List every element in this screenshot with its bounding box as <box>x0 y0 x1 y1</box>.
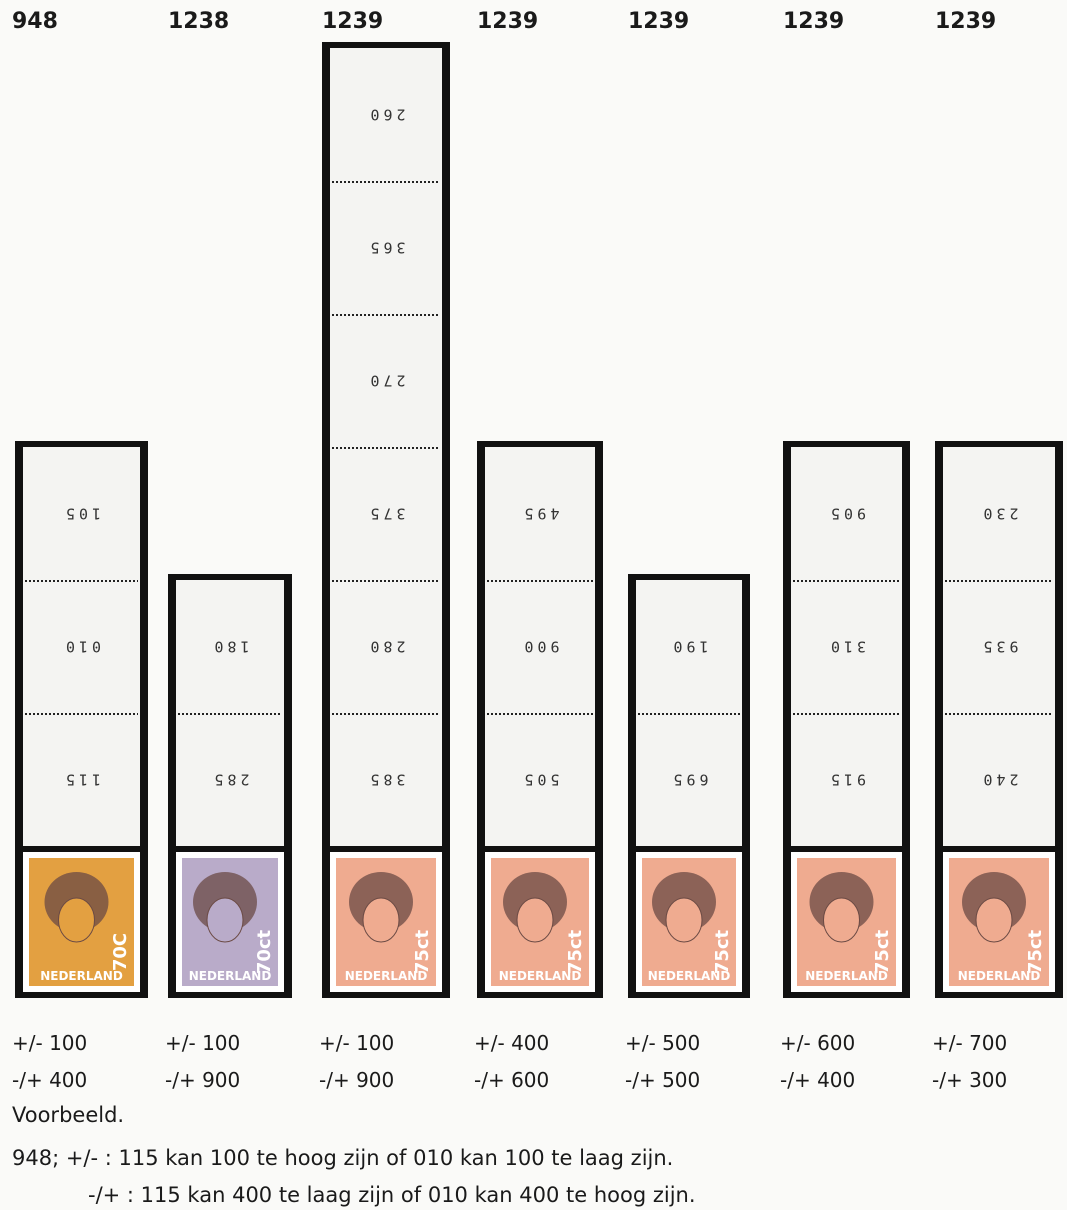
note: +/- 100 <box>12 1031 87 1055</box>
portrait-face <box>206 897 244 943</box>
strip-segment <box>943 580 1055 713</box>
strip-segment <box>791 580 902 713</box>
strip-segment <box>943 447 1055 580</box>
catalog-number: 1238 <box>168 9 229 34</box>
control-number: 230 <box>979 505 1018 523</box>
note: +/- 100 <box>319 1031 394 1055</box>
control-number: 385 <box>366 771 405 789</box>
control-number: 900 <box>520 638 559 656</box>
note: +/- 400 <box>474 1031 549 1055</box>
note: -/+ 900 <box>165 1068 240 1092</box>
control-number: 905 <box>827 505 866 523</box>
stamp-country: NEDERLAND <box>958 969 1041 983</box>
strip-segment <box>330 580 442 713</box>
strip-segment <box>23 713 140 846</box>
note: -/+ 900 <box>319 1068 394 1092</box>
control-number: 375 <box>366 505 405 523</box>
control-number: 115 <box>62 771 101 789</box>
portrait-face <box>58 897 95 943</box>
catalog-number: 1239 <box>322 9 383 34</box>
note: +/- 100 <box>165 1031 240 1055</box>
catalog-number: 1239 <box>628 9 689 34</box>
control-number: 915 <box>827 771 866 789</box>
strip-segment <box>330 447 442 580</box>
stamp-country: NEDERLAND <box>805 969 888 983</box>
strip-segment <box>636 713 742 846</box>
portrait-face <box>362 897 400 943</box>
catalog-number: 948 <box>12 9 58 34</box>
control-number: 190 <box>669 638 708 656</box>
note: -/+ 400 <box>12 1068 87 1092</box>
note: -/+ 400 <box>780 1068 855 1092</box>
control-number: 695 <box>669 771 708 789</box>
note: -/+ 600 <box>474 1068 549 1092</box>
strip-segment <box>23 447 140 580</box>
control-number: 365 <box>366 239 405 257</box>
stamp-value: 75ct <box>712 929 733 974</box>
control-number: 260 <box>366 106 405 124</box>
note: +/- 700 <box>932 1031 1007 1055</box>
note: -/+ 300 <box>932 1068 1007 1092</box>
stamp-value: 70C <box>110 933 131 971</box>
stamp-value: 75ct <box>412 929 433 974</box>
stamp-country: NEDERLAND <box>40 969 123 983</box>
strip-segment <box>791 447 902 580</box>
footer-line: 948; +/- : 115 kan 100 te hoog zijn of 0… <box>12 1146 673 1170</box>
stamp-country: NEDERLAND <box>499 969 582 983</box>
control-number: 285 <box>210 771 249 789</box>
control-number: 010 <box>62 638 101 656</box>
stamp-country: NEDERLAND <box>345 969 428 983</box>
strip-segment <box>176 580 284 713</box>
control-number: 935 <box>979 638 1018 656</box>
strip-segment <box>176 713 284 846</box>
strip-segment <box>485 447 595 580</box>
stamp-value: 75ct <box>872 929 893 974</box>
strip-segment <box>330 314 442 447</box>
strip-segment <box>330 48 442 181</box>
strip-segment <box>23 580 140 713</box>
strip-segment <box>943 713 1055 846</box>
footer-line: -/+ : 115 kan 400 te laag zijn of 010 ka… <box>88 1183 696 1207</box>
portrait-face <box>665 897 703 943</box>
stamp-value: 75ct <box>1025 929 1046 974</box>
stamp-value: 75ct <box>565 929 586 974</box>
control-number: 505 <box>520 771 559 789</box>
note: +/- 600 <box>780 1031 855 1055</box>
control-number: 270 <box>366 372 405 390</box>
strip-segment <box>485 713 595 846</box>
stamp-country: NEDERLAND <box>648 969 731 983</box>
portrait-face <box>975 897 1013 943</box>
control-number: 495 <box>520 505 559 523</box>
portrait-face <box>823 897 860 943</box>
catalog-number: 1239 <box>783 9 844 34</box>
strip-segment <box>330 713 442 846</box>
stamp-country: NEDERLAND <box>189 969 272 983</box>
control-number: 105 <box>62 505 101 523</box>
stamp-value: 70ct <box>254 929 275 974</box>
note: -/+ 500 <box>625 1068 700 1092</box>
control-number: 180 <box>210 638 249 656</box>
portrait-face <box>516 897 554 943</box>
catalog-number: 1239 <box>935 9 996 34</box>
strip-segment <box>485 580 595 713</box>
control-number: 240 <box>979 771 1018 789</box>
control-number: 280 <box>366 638 405 656</box>
strip-segment <box>330 181 442 314</box>
control-number: 310 <box>827 638 866 656</box>
footer-heading: Voorbeeld. <box>12 1103 124 1127</box>
note: +/- 500 <box>625 1031 700 1055</box>
strip-segment <box>791 713 902 846</box>
catalog-number: 1239 <box>477 9 538 34</box>
strip-segment <box>636 580 742 713</box>
